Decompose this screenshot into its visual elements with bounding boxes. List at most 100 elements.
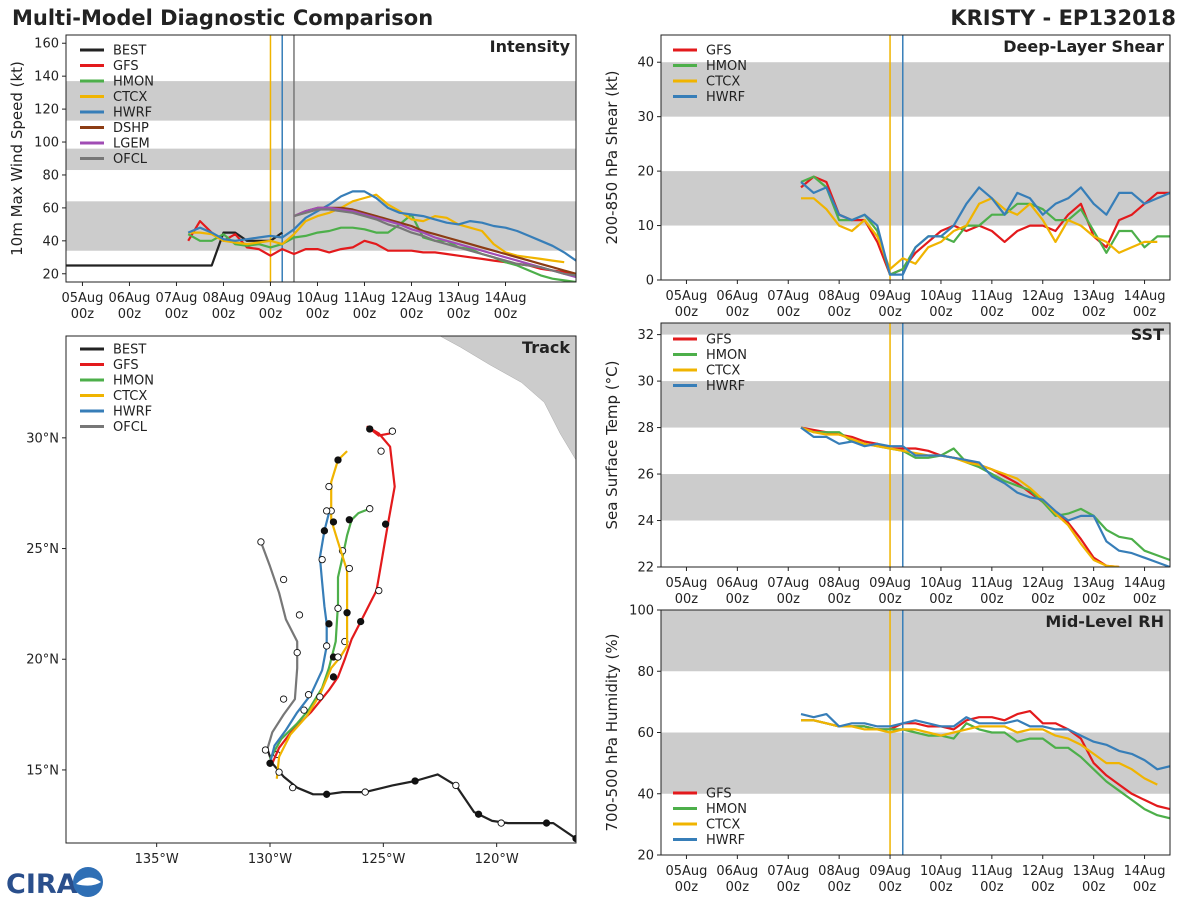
shear-xtick-label: 09Aug [869, 289, 911, 304]
intensity-xtick-label: 09Aug [250, 291, 292, 306]
rh-xtick-label: 09Aug [869, 864, 911, 879]
track-legend-label: OFCL [113, 420, 148, 435]
track-marker-ofcl [279, 575, 288, 584]
track-marker-gfs [375, 586, 383, 595]
sst-xtick-label: 12Aug [1022, 576, 1064, 591]
sst-xtick-hour: 00z [980, 592, 1004, 607]
track-xtick-label: 120°W [475, 852, 519, 867]
shear-series-ctcx [801, 197, 1158, 271]
track-plot-area [257, 336, 576, 843]
rh-xtick-hour: 00z [878, 880, 902, 895]
intensity-xtick-hour: 00z [447, 307, 471, 322]
intensity-xtick-hour: 00z [165, 307, 189, 322]
track-xtick-label: 135°W [135, 852, 179, 867]
intensity-ytick-label: 20 [42, 267, 59, 282]
intensity-legend-label: CTCX [113, 90, 147, 105]
track-marker-gfs [366, 425, 374, 433]
rh-ytick-label: 20 [637, 849, 654, 864]
cira-logo-swoosh [76, 877, 101, 886]
track-marker-gfs [377, 447, 385, 455]
sst-xtick-hour: 00z [1031, 592, 1055, 607]
shear-panel: 01020304005Aug00z06Aug00z07Aug00z08Aug00… [603, 34, 1171, 320]
shear-xtick-hour: 00z [980, 305, 1004, 320]
track-marker-ctcx [345, 564, 353, 573]
sst-xtick-label: 14Aug [1124, 576, 1166, 591]
track-ytick-label: 20°N [26, 653, 59, 668]
track-marker-hwrf [304, 691, 313, 699]
sst-xtick-hour: 00z [827, 592, 851, 607]
rh-legend-label: HMON [706, 802, 747, 817]
track-marker-ctcx [334, 653, 342, 661]
rh-series-ctcx [801, 719, 1158, 786]
track-panel: 15°N 20°N 25°N 30°N 135°W 130°W 125°W 120°W Trac… [26, 335, 577, 867]
intensity-ytick-label: 160 [34, 37, 59, 52]
shear-xtick-label: 12Aug [1022, 289, 1064, 304]
track-xtick-label: 125°W [361, 852, 405, 867]
sst-legend-label: HMON [706, 348, 747, 363]
intensity-xtick-label: 12Aug [391, 291, 433, 306]
sst-legend-label: GFS [706, 333, 732, 348]
track-marker-ctcx [316, 693, 324, 701]
intensity-series-hmon [187, 213, 576, 282]
sst-xtick-label: 07Aug [767, 576, 809, 591]
shear-series-hwrf [800, 181, 1170, 276]
sst-xtick-label: 09Aug [869, 576, 911, 591]
intensity-xtick-label: 11Aug [344, 291, 386, 306]
shear-ytick-label: 0 [646, 274, 654, 289]
track-marker-best [452, 781, 460, 790]
rh-ytick-label: 100 [629, 604, 654, 619]
sst-xtick-label: 08Aug [818, 576, 860, 591]
shear-frame [660, 34, 1171, 281]
intensity-ytick-label: 140 [34, 70, 59, 85]
track-marker-gfs [381, 520, 390, 528]
rh-xtick-hour: 00z [675, 880, 699, 895]
track-marker-best [323, 790, 331, 798]
sst-ylabel: Sea Surface Temp (°C) [603, 360, 621, 529]
intensity-xtick-label: 14Aug [485, 291, 527, 306]
rh-xtick-hour: 00z [1082, 880, 1106, 895]
rh-xtick-label: 14Aug [1124, 864, 1166, 879]
rh-ytick-label: 40 [637, 787, 654, 802]
sst-xtick-hour: 00z [929, 592, 953, 607]
intensity-xtick-hour: 00z [494, 307, 518, 322]
shear-legend-label: CTCX [706, 75, 740, 90]
rh-xtick-label: 11Aug [971, 864, 1013, 879]
cira-logo-text: CIRA [6, 869, 78, 900]
sst-legend-label: CTCX [706, 364, 740, 379]
shear-xtick-hour: 00z [1082, 305, 1106, 320]
track-marker-hwrf [318, 555, 326, 564]
shear-xtick-label: 08Aug [818, 289, 860, 304]
shear-xtick-hour: 00z [726, 305, 750, 320]
track-legend-label: BEST [113, 343, 146, 358]
intensity-ytick-label: 60 [42, 201, 59, 216]
shear-ytick-label: 10 [637, 219, 654, 234]
intensity-legend-label: HMON [113, 75, 154, 90]
track-marker-ofcl [293, 648, 301, 657]
sst-ytick-label: 28 [637, 421, 654, 436]
track-marker-gfs [357, 617, 365, 626]
track-legend-label: HWRF [113, 405, 152, 420]
rh-xtick-label: 05Aug [665, 864, 707, 879]
sst-xtick-hour: 00z [777, 592, 801, 607]
shear-ytick-label: 20 [637, 165, 654, 180]
rh-xtick-hour: 00z [1133, 880, 1157, 895]
intensity-panel: 2040608010012014016005Aug00z06Aug00z07Au… [8, 34, 577, 322]
shear-ylabel: 200-850 hPa Shear (kt) [603, 71, 621, 245]
intensity-legend-label: BEST [113, 44, 146, 59]
track-ytick-label: 15°N [26, 763, 59, 778]
shear-xtick-hour: 00z [878, 305, 902, 320]
sst-xtick-label: 11Aug [971, 576, 1013, 591]
rh-xtick-label: 10Aug [920, 864, 962, 879]
rh-ylabel: 700-500 hPa Humidity (%) [603, 633, 621, 831]
rh-ytick-label: 80 [637, 665, 654, 680]
intensity-xtick-label: 10Aug [297, 291, 339, 306]
rh-legend-label: CTCX [706, 818, 740, 833]
intensity-xtick-label: 07Aug [155, 291, 197, 306]
intensity-xtick-hour: 00z [71, 307, 95, 322]
track-series-best [266, 749, 576, 840]
shear-xtick-label: 10Aug [920, 289, 962, 304]
track-marker-best [411, 777, 419, 785]
track-panel-title: Track [522, 338, 570, 357]
shear-plot-area [661, 35, 1170, 280]
sst-series-ctcx [800, 426, 1120, 567]
